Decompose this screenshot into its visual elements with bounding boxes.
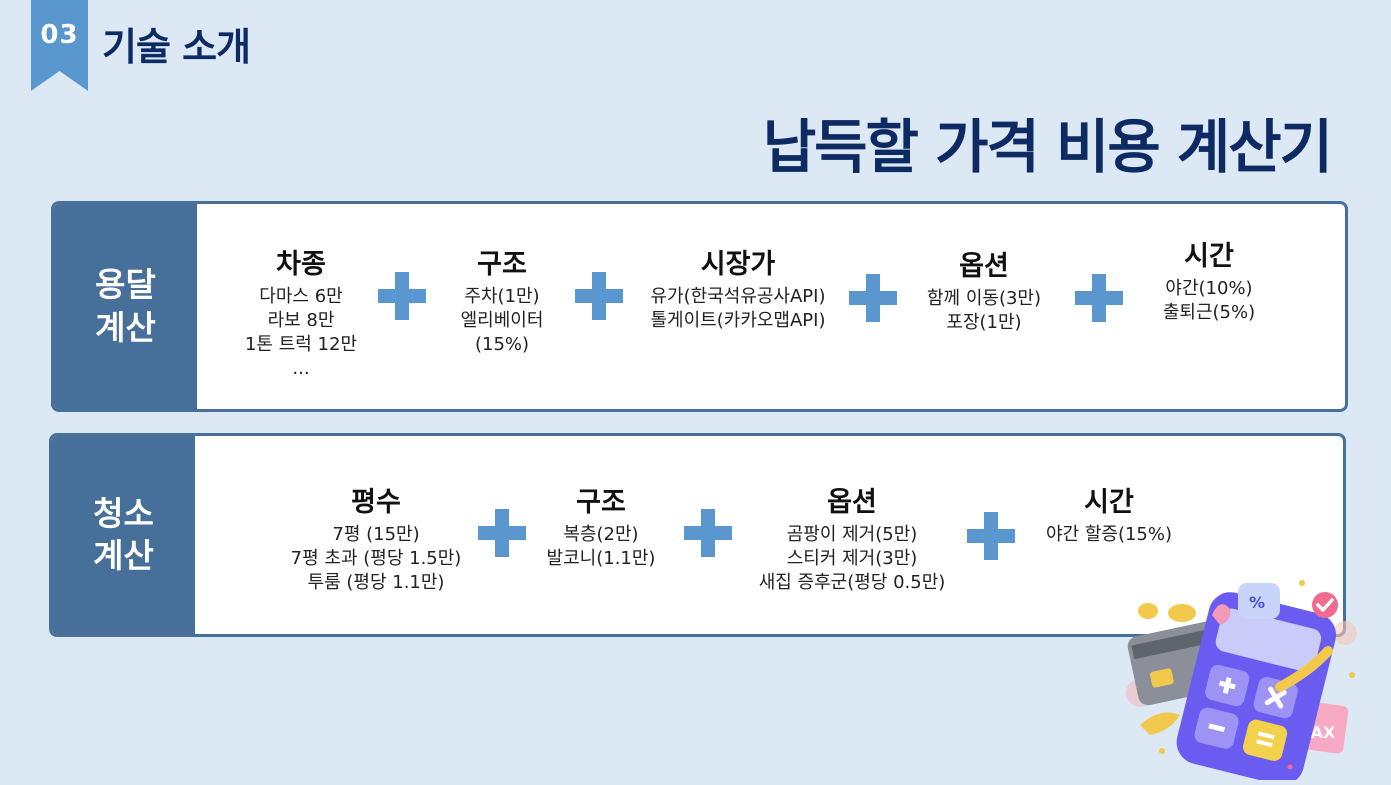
item-line: (15%) xyxy=(474,334,530,355)
cleaning-label-line2: 계산 xyxy=(93,536,154,575)
plus-icon xyxy=(478,509,526,557)
delivery-label-line1: 용달 xyxy=(95,265,156,305)
cleaning-item-area: 평수 7평 (15만) 7평 초과 (평당 1.5만) 투룸 (평당 1.1만) xyxy=(291,480,462,595)
item-line: 7평 초과 (평당 1.5만) xyxy=(290,548,462,569)
item-line: ... xyxy=(292,358,310,379)
delivery-calc-panel: 용달 계산 차종 다마스 6만 라보 8만 1톤 트럭 12만 ... 구조 주… xyxy=(51,201,1348,412)
delivery-calc-label: 용달 계산 xyxy=(54,204,197,409)
delivery-item-time: 시간 야간(10%) 출퇴근(5%) xyxy=(1163,234,1255,325)
item-line: 포장(1만) xyxy=(946,312,1022,333)
item-line: 출퇴근(5%) xyxy=(1162,302,1256,323)
delivery-item-option: 옵션 함께 이동(3만) 포장(1만) xyxy=(927,244,1041,335)
item-line: 주차(1만) xyxy=(464,286,540,307)
delivery-item-market-price: 시장가 유가(한국석유공사API) 톨게이트(카카오맵API) xyxy=(650,242,825,333)
item-line: 함께 이동(3만) xyxy=(926,288,1042,309)
cleaning-item-option: 옵션 곰팡이 제거(5만) 스티커 제거(3만) 새집 증후군(평당 0.5만) xyxy=(759,480,946,595)
delivery-label-line2: 계산 xyxy=(95,307,156,347)
plus-icon xyxy=(684,509,732,557)
delivery-item-vehicle: 차종 다마스 6만 라보 8만 1톤 트럭 12만 ... xyxy=(245,242,357,381)
cleaning-calc-panel: 청소 계산 평수 7평 (15만) 7평 초과 (평당 1.5만) 투룸 (평당… xyxy=(49,433,1346,637)
item-title: 옵션 xyxy=(959,251,1009,282)
item-title: 옵션 xyxy=(827,487,877,518)
cleaning-calc-label: 청소 계산 xyxy=(52,436,195,634)
item-line: 스티커 제거(3만) xyxy=(786,548,918,569)
item-title: 시장가 xyxy=(700,249,776,280)
cleaning-item-structure: 구조 복층(2만) 발코니(1.1만) xyxy=(547,480,656,571)
item-line: 7평 (15만) xyxy=(332,524,420,545)
section-number-badge: 03 xyxy=(31,0,88,91)
plus-icon xyxy=(575,272,623,320)
cleaning-label-line1: 청소 xyxy=(93,493,154,533)
plus-icon xyxy=(378,272,426,320)
section-number: 03 xyxy=(40,20,79,50)
page-title: 납득할 가격 비용 계산기 xyxy=(762,113,1333,181)
delivery-item-structure: 구조 주차(1만) 엘리베이터 (15%) xyxy=(461,242,544,357)
item-title: 시간 xyxy=(1184,241,1234,272)
item-line: 유가(한국석유공사API) xyxy=(650,286,826,307)
item-line: 발코니(1.1만) xyxy=(546,548,656,569)
plus-icon xyxy=(967,512,1015,560)
item-title: 구조 xyxy=(576,487,626,518)
section-title: 기술 소개 xyxy=(102,25,251,69)
cleaning-item-time: 시간 야간 할증(15%) xyxy=(1046,480,1172,547)
item-line: 야간 할증(15%) xyxy=(1045,524,1173,545)
item-title: 평수 xyxy=(351,487,401,518)
item-line: 라보 8만 xyxy=(267,310,335,331)
item-line: 투룸 (평당 1.1만) xyxy=(307,572,445,593)
plus-icon xyxy=(849,274,897,322)
item-line: 엘리베이터 xyxy=(460,310,544,331)
item-title: 차종 xyxy=(276,249,326,280)
item-line: 다마스 6만 xyxy=(259,286,343,307)
item-line: 야간(10%) xyxy=(1165,278,1253,299)
percent-symbol: % xyxy=(1249,593,1265,612)
item-title: 구조 xyxy=(477,249,527,280)
calculator-icon: TAX % xyxy=(1126,580,1357,780)
item-line: 새집 증후군(평당 0.5만) xyxy=(758,572,946,593)
item-line: 1톤 트럭 12만 xyxy=(244,334,358,355)
plus-icon xyxy=(1075,274,1123,322)
item-line: 복층(2만) xyxy=(563,524,639,545)
item-line: 톨게이트(카카오맵API) xyxy=(650,310,826,331)
item-line: 곰팡이 제거(5만) xyxy=(786,524,918,545)
item-title: 시간 xyxy=(1084,487,1134,518)
